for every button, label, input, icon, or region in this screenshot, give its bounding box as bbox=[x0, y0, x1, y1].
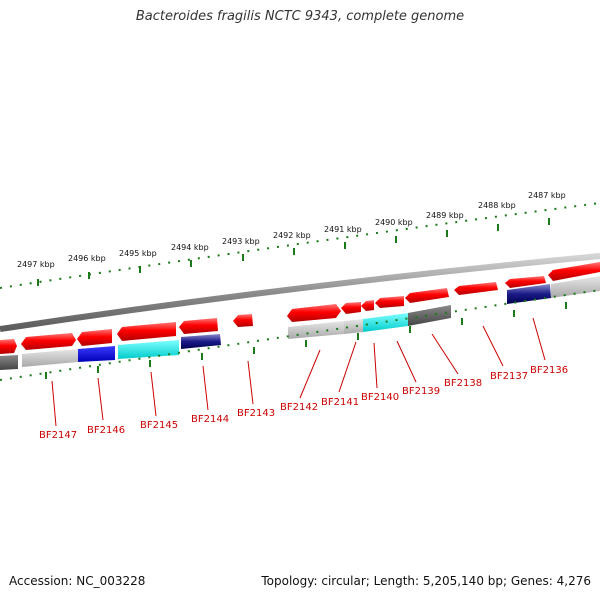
gene-labels: BF2147 BF2146 BF2145 BF2144 BF2143 BF214… bbox=[39, 365, 568, 441]
gene-arrow bbox=[117, 322, 176, 341]
gene-arrow bbox=[505, 276, 546, 288]
genome-backbone bbox=[0, 253, 600, 332]
scale-dots bbox=[0, 202, 600, 289]
gene-arrow bbox=[548, 262, 600, 281]
gene-arrow bbox=[375, 296, 404, 308]
feature-bar bbox=[78, 346, 115, 362]
gene-label: BF2144 bbox=[191, 414, 229, 425]
scale-ruler: 2497 kbp 2496 kbp 2495 kbp 2494 kbp 2493… bbox=[17, 191, 566, 286]
inner-ruler bbox=[0, 289, 600, 381]
gene-label: BF2147 bbox=[39, 430, 77, 441]
feature-bar bbox=[363, 313, 408, 332]
genome-summary: Topology: circular; Length: 5,205,140 bp… bbox=[261, 574, 591, 588]
feature-bar bbox=[408, 305, 451, 326]
feature-bar bbox=[22, 349, 78, 367]
scale-label: 2494 kbp bbox=[171, 243, 209, 252]
feature-bar bbox=[507, 284, 551, 304]
gene-label: BF2137 bbox=[490, 371, 528, 382]
scale-label: 2487 kbp bbox=[528, 191, 566, 200]
forward-genes bbox=[0, 262, 600, 354]
gene-arrow bbox=[287, 304, 341, 322]
gene-label: BF2146 bbox=[87, 425, 125, 436]
gene-arrow bbox=[0, 339, 17, 354]
accession-text: Accession: NC_003228 bbox=[9, 574, 146, 588]
gene-arrow bbox=[21, 333, 76, 350]
feature-bar bbox=[181, 334, 221, 349]
gene-label: BF2140 bbox=[361, 392, 399, 403]
gene-arrow bbox=[77, 329, 112, 346]
gene-label: BF2142 bbox=[280, 402, 318, 413]
feature-bar bbox=[0, 355, 18, 370]
scale-label: 2495 kbp bbox=[119, 249, 157, 258]
scale-label: 2496 kbp bbox=[68, 254, 106, 263]
gene-label: BF2143 bbox=[237, 408, 275, 419]
scale-label: 2491 kbp bbox=[324, 225, 362, 234]
page-title: Bacteroides fragilis NCTC 9343, complete… bbox=[135, 9, 465, 24]
gene-label: BF2138 bbox=[444, 378, 482, 389]
gene-label: BF2141 bbox=[321, 397, 359, 408]
feature-bars bbox=[0, 276, 600, 370]
scale-label: 2497 kbp bbox=[17, 260, 55, 269]
scale-label: 2492 kbp bbox=[273, 231, 311, 240]
gene-arrow bbox=[454, 282, 498, 295]
feature-bar bbox=[118, 340, 179, 359]
gene-arrow bbox=[233, 314, 253, 327]
feature-bar bbox=[551, 276, 600, 298]
gene-label: BF2136 bbox=[530, 365, 568, 376]
gene-label: BF2145 bbox=[140, 420, 178, 431]
scale-label: 2490 kbp bbox=[375, 218, 413, 227]
gene-arrow bbox=[341, 302, 361, 314]
gene-arrow bbox=[405, 288, 449, 303]
gene-arrow bbox=[361, 300, 374, 311]
scale-label: 2488 kbp bbox=[478, 201, 516, 210]
scale-label: 2493 kbp bbox=[222, 237, 260, 246]
gene-label: BF2139 bbox=[402, 386, 440, 397]
feature-bar bbox=[288, 321, 344, 339]
gene-arrow bbox=[179, 318, 218, 334]
scale-label: 2489 kbp bbox=[426, 211, 464, 220]
callout-lines bbox=[51, 317, 546, 427]
feature-bar bbox=[344, 319, 363, 334]
